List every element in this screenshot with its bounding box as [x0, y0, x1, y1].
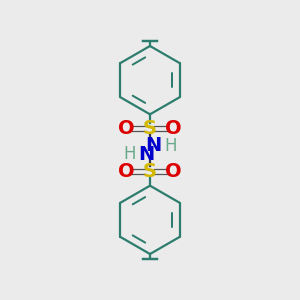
Text: S: S — [143, 119, 157, 138]
Text: O: O — [166, 119, 182, 138]
Text: H: H — [123, 145, 135, 163]
Text: H: H — [165, 137, 177, 155]
Text: O: O — [118, 162, 134, 181]
Text: O: O — [118, 119, 134, 138]
Text: N: N — [138, 145, 154, 164]
Text: O: O — [166, 162, 182, 181]
Text: N: N — [146, 136, 162, 155]
Text: S: S — [143, 162, 157, 181]
